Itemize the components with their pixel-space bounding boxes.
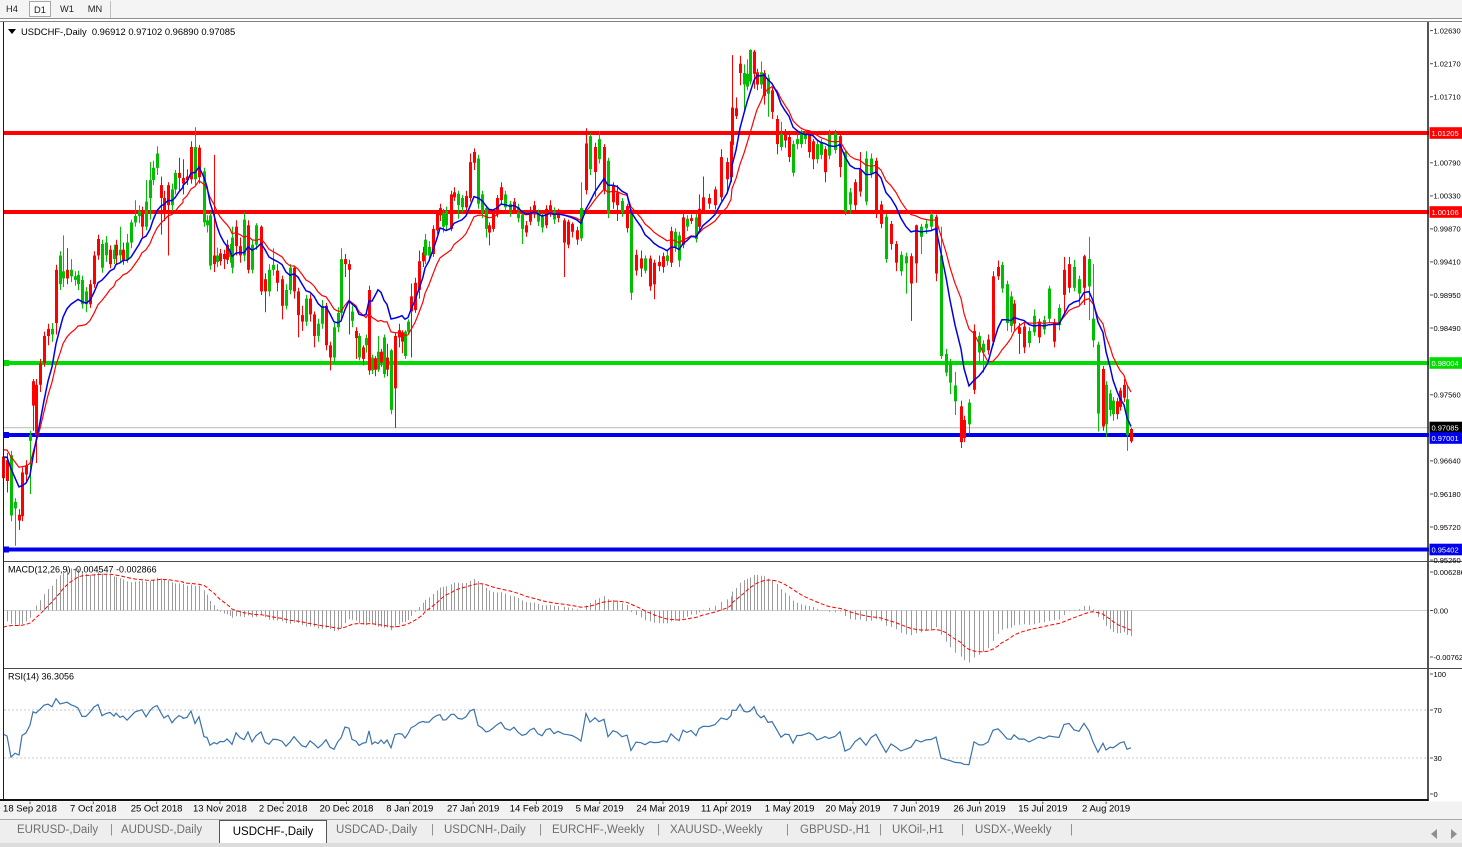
svg-text:0.00: 0.00 bbox=[1434, 606, 1449, 615]
svg-text:0.99410: 0.99410 bbox=[1434, 258, 1461, 267]
svg-text:2 Dec 2018: 2 Dec 2018 bbox=[259, 804, 308, 815]
svg-text:1.02170: 1.02170 bbox=[1434, 60, 1461, 69]
svg-text:1.00790: 1.00790 bbox=[1434, 159, 1461, 168]
svg-text:100: 100 bbox=[1434, 670, 1447, 679]
svg-text:0.95720: 0.95720 bbox=[1434, 523, 1461, 532]
svg-text:0.98004: 0.98004 bbox=[1432, 359, 1459, 368]
svg-text:MACD(12,26,9) -0.004547 -0.002: MACD(12,26,9) -0.004547 -0.002866 bbox=[8, 565, 157, 575]
svg-text:11 Apr 2019: 11 Apr 2019 bbox=[701, 804, 752, 815]
svg-text:25 Oct 2018: 25 Oct 2018 bbox=[131, 804, 183, 815]
svg-text:0.98950: 0.98950 bbox=[1434, 291, 1461, 300]
svg-text:18 Sep 2018: 18 Sep 2018 bbox=[3, 804, 57, 815]
svg-text:0.96180: 0.96180 bbox=[1434, 490, 1461, 499]
svg-text:14 Feb 2019: 14 Feb 2019 bbox=[510, 804, 563, 815]
svg-text:RSI(14) 36.3056: RSI(14) 36.3056 bbox=[8, 672, 74, 682]
svg-text:7 Oct 2018: 7 Oct 2018 bbox=[70, 804, 116, 815]
svg-text:1.00106: 1.00106 bbox=[1432, 208, 1459, 217]
svg-text:27 Jan 2019: 27 Jan 2019 bbox=[447, 804, 499, 815]
svg-text:0.99870: 0.99870 bbox=[1434, 225, 1461, 234]
svg-text:0.95402: 0.95402 bbox=[1432, 545, 1459, 554]
svg-text:70: 70 bbox=[1434, 706, 1442, 715]
svg-text:1.02630: 1.02630 bbox=[1434, 26, 1461, 35]
svg-text:1 May 2019: 1 May 2019 bbox=[765, 804, 815, 815]
svg-text:2 Aug 2019: 2 Aug 2019 bbox=[1082, 804, 1130, 815]
svg-text:0.97001: 0.97001 bbox=[1432, 434, 1459, 443]
svg-text:30: 30 bbox=[1434, 754, 1442, 763]
svg-text:0.97560: 0.97560 bbox=[1434, 391, 1461, 400]
svg-text:1.01205: 1.01205 bbox=[1432, 129, 1459, 138]
svg-text:7 Jun 2019: 7 Jun 2019 bbox=[893, 804, 940, 815]
svg-text:26 Jun 2019: 26 Jun 2019 bbox=[953, 804, 1005, 815]
svg-text:15 Jul 2019: 15 Jul 2019 bbox=[1018, 804, 1067, 815]
svg-text:1.01710: 1.01710 bbox=[1434, 93, 1461, 102]
svg-text:-0.00762: -0.00762 bbox=[1434, 653, 1462, 662]
svg-text:0.96640: 0.96640 bbox=[1434, 457, 1461, 466]
svg-text:13 Nov 2018: 13 Nov 2018 bbox=[193, 804, 247, 815]
svg-text:0.98490: 0.98490 bbox=[1434, 324, 1461, 333]
svg-text:0.95260: 0.95260 bbox=[1434, 556, 1461, 565]
svg-text:5 Mar 2019: 5 Mar 2019 bbox=[576, 804, 624, 815]
svg-text:20 Dec 2018: 20 Dec 2018 bbox=[320, 804, 374, 815]
svg-text:0: 0 bbox=[1434, 790, 1438, 799]
svg-text:0.97085: 0.97085 bbox=[1432, 423, 1459, 432]
svg-text:20 May 2019: 20 May 2019 bbox=[825, 804, 880, 815]
svg-text:1.00330: 1.00330 bbox=[1434, 192, 1461, 201]
svg-text:8 Jan 2019: 8 Jan 2019 bbox=[386, 804, 433, 815]
svg-text:24 Mar 2019: 24 Mar 2019 bbox=[636, 804, 689, 815]
svg-text:0.006286: 0.006286 bbox=[1434, 568, 1462, 577]
